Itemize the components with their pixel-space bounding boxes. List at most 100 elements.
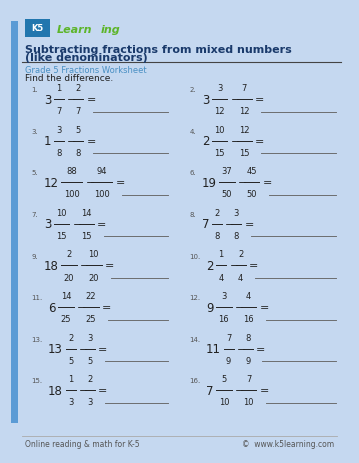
Text: 11: 11	[206, 343, 221, 356]
Text: 4.: 4.	[190, 129, 196, 135]
Text: −: −	[230, 95, 240, 105]
Text: 16: 16	[243, 314, 254, 324]
Text: Online reading & math for K-5: Online reading & math for K-5	[25, 439, 140, 448]
Text: =: =	[87, 95, 96, 105]
Text: =: =	[249, 261, 258, 271]
Text: 4: 4	[238, 273, 243, 282]
Text: 3: 3	[202, 94, 209, 106]
Text: 10.: 10.	[190, 253, 201, 259]
Text: 10: 10	[56, 208, 67, 217]
Text: 14.: 14.	[190, 336, 201, 342]
Text: Find the difference.: Find the difference.	[25, 74, 113, 82]
Text: 13: 13	[48, 343, 63, 356]
Text: 5: 5	[88, 356, 93, 365]
Text: 7: 7	[246, 374, 251, 383]
Text: −: −	[79, 344, 88, 354]
Text: =: =	[98, 385, 108, 395]
Text: 12.: 12.	[190, 294, 201, 300]
Text: 12: 12	[239, 125, 250, 134]
Text: 18: 18	[48, 384, 63, 397]
Text: 1: 1	[68, 374, 73, 383]
Text: 2: 2	[66, 250, 71, 259]
Text: −: −	[67, 95, 76, 105]
Text: 18: 18	[44, 259, 59, 272]
Text: 3: 3	[88, 398, 93, 407]
Text: 7: 7	[206, 384, 214, 397]
Text: 22: 22	[85, 291, 96, 300]
Text: 2: 2	[68, 333, 73, 342]
Text: 10: 10	[214, 125, 225, 134]
Text: 7: 7	[202, 218, 209, 231]
Text: 16: 16	[219, 314, 229, 324]
Text: 3: 3	[234, 208, 239, 217]
Text: 1: 1	[219, 250, 224, 259]
Text: 13.: 13.	[32, 336, 43, 342]
Text: 3.: 3.	[32, 129, 38, 135]
Text: 6: 6	[48, 301, 56, 314]
Text: 15: 15	[239, 149, 250, 157]
Text: 5: 5	[221, 374, 227, 383]
Text: 20: 20	[64, 273, 74, 282]
Text: 100: 100	[94, 190, 110, 199]
Text: 94: 94	[97, 167, 107, 176]
Text: =: =	[87, 136, 96, 146]
Text: 2: 2	[214, 208, 219, 217]
Text: 25: 25	[85, 314, 96, 324]
Text: =: =	[244, 219, 254, 229]
Text: 9: 9	[246, 356, 251, 365]
Text: 9: 9	[206, 301, 214, 314]
Text: 37: 37	[222, 167, 232, 176]
Text: 10: 10	[219, 398, 229, 407]
Text: 50: 50	[247, 190, 257, 199]
Text: −: −	[73, 219, 82, 229]
Text: 3: 3	[68, 398, 73, 407]
Text: 9.: 9.	[32, 253, 38, 259]
Text: 3: 3	[217, 84, 222, 93]
Text: 8: 8	[214, 232, 219, 240]
Text: 50: 50	[222, 190, 232, 199]
Text: 2: 2	[238, 250, 243, 259]
Text: 88: 88	[66, 167, 77, 176]
Text: =: =	[260, 302, 269, 313]
Bar	[25, 19, 50, 38]
Text: −: −	[79, 385, 88, 395]
Text: −: −	[230, 136, 240, 146]
Text: 2: 2	[202, 135, 209, 148]
Text: 2: 2	[76, 84, 81, 93]
Text: 3: 3	[88, 333, 93, 342]
Text: 14: 14	[61, 291, 71, 300]
Text: 8: 8	[245, 333, 251, 342]
Text: 12: 12	[44, 176, 59, 189]
Text: 4: 4	[219, 273, 224, 282]
Text: 7: 7	[56, 107, 61, 116]
Text: 3: 3	[44, 218, 51, 231]
Text: 8: 8	[56, 149, 61, 157]
Text: 7: 7	[242, 84, 247, 93]
Text: =: =	[98, 344, 108, 354]
Text: 1: 1	[44, 135, 51, 148]
Text: 5.: 5.	[32, 170, 38, 176]
Text: =: =	[260, 385, 269, 395]
Bar	[11, 22, 18, 424]
Text: −: −	[225, 219, 234, 229]
Text: 1.: 1.	[32, 87, 38, 93]
Text: (like denominators): (like denominators)	[25, 52, 148, 63]
Text: 5: 5	[68, 356, 73, 365]
Text: K5: K5	[31, 25, 43, 33]
Text: 1: 1	[56, 84, 61, 93]
Text: =: =	[255, 95, 265, 105]
Text: 3: 3	[56, 125, 61, 134]
Text: −: −	[229, 261, 239, 271]
Text: −: −	[238, 178, 247, 188]
Text: 15.: 15.	[32, 378, 43, 383]
Text: 8: 8	[234, 232, 239, 240]
Text: 7: 7	[226, 333, 231, 342]
Text: ing: ing	[101, 25, 120, 35]
Text: =: =	[102, 302, 111, 313]
Text: 7: 7	[76, 107, 81, 116]
Text: −: −	[237, 344, 246, 354]
Text: =: =	[262, 178, 272, 188]
Text: =: =	[256, 344, 266, 354]
Text: 5: 5	[76, 125, 81, 134]
Text: −: −	[67, 136, 76, 146]
